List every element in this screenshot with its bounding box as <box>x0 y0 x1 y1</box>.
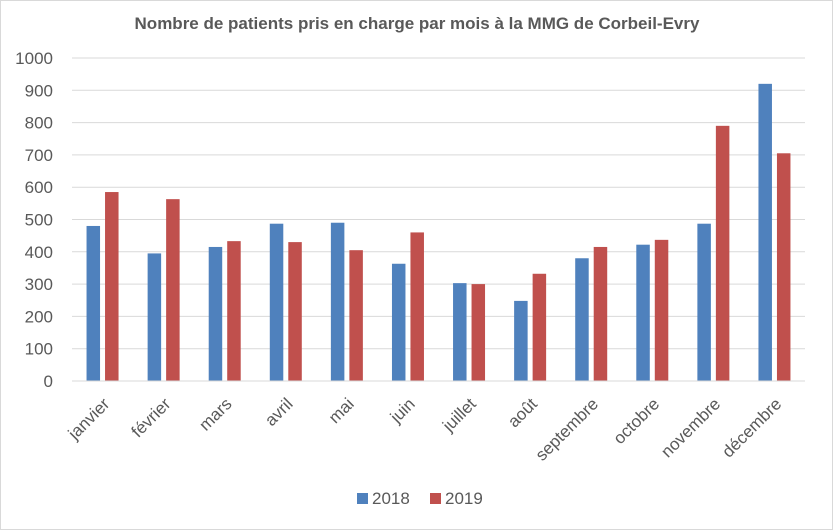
x-tick-label: août <box>504 394 541 431</box>
bar-2018-juillet <box>453 283 467 381</box>
bar-2019-avril <box>288 242 302 381</box>
legend-label: 2018 <box>372 489 410 508</box>
x-tick-label: avril <box>261 394 296 429</box>
bar-2019-mai <box>349 250 363 381</box>
x-tick-label: septembre <box>532 394 602 464</box>
y-tick-label: 400 <box>25 243 53 262</box>
x-tick-label: décembre <box>718 394 785 461</box>
x-tick-label: janvier <box>64 394 114 444</box>
bar-2018-janvier <box>86 225 101 381</box>
bar-2019-septembre <box>593 246 608 381</box>
legend-swatch-2018 <box>357 493 368 504</box>
bar-2019-novembre <box>715 125 730 381</box>
y-tick-label: 900 <box>25 81 53 100</box>
bar-2018-septembre <box>575 258 589 381</box>
x-tick-label: mars <box>195 394 235 434</box>
bar-2019-mars <box>227 241 241 381</box>
bar-2019-janvier <box>105 192 119 381</box>
gridlines <box>72 57 805 350</box>
bar-2018-juin <box>391 263 406 381</box>
y-tick-label: 800 <box>25 114 53 133</box>
y-tick-label: 100 <box>25 340 53 359</box>
x-tick-label: octobre <box>610 394 664 448</box>
x-axis-ticks: janvier février mars avril mai juin juillet aoû… <box>64 394 785 464</box>
bar-2019-juillet <box>471 284 486 381</box>
legend-label: 2019 <box>445 489 483 508</box>
bar-2018-octobre <box>636 244 650 381</box>
y-tick-label: 300 <box>25 275 53 294</box>
y-tick-label: 0 <box>44 372 53 391</box>
y-tick-label: 600 <box>25 178 53 197</box>
bar-2019-juin <box>410 232 424 381</box>
y-axis-ticks: 0 100 200 300 400 500 600 700 800 900 1000 <box>15 49 53 391</box>
bars <box>86 83 791 381</box>
y-tick-label: 1000 <box>15 49 53 68</box>
bar-2018-mai <box>330 222 345 381</box>
bar-2018-novembre <box>697 223 711 381</box>
y-tick-label: 700 <box>25 146 53 165</box>
x-tick-label: juillet <box>438 394 480 436</box>
bar-2019-août <box>532 273 547 381</box>
y-tick-label: 500 <box>25 211 53 230</box>
legend: 2018 2019 <box>357 489 483 508</box>
x-tick-label: novembre <box>657 394 724 461</box>
bar-2018-février <box>147 253 162 381</box>
chart-title: Nombre de patients pris en charge par mo… <box>135 14 700 33</box>
x-tick-label: juin <box>386 394 419 427</box>
bar-2019-décembre <box>776 153 791 381</box>
bar-2018-avril <box>269 223 284 381</box>
bar-2018-mars <box>208 246 223 381</box>
bar-2019-octobre <box>654 239 669 381</box>
legend-swatch-2019 <box>430 493 441 504</box>
bar-2019-février <box>166 199 180 381</box>
y-tick-label: 200 <box>25 307 53 326</box>
bar-2018-août <box>514 300 528 381</box>
x-tick-label: février <box>128 394 175 441</box>
bar-2018-décembre <box>758 83 772 381</box>
x-tick-label: mai <box>325 394 358 427</box>
